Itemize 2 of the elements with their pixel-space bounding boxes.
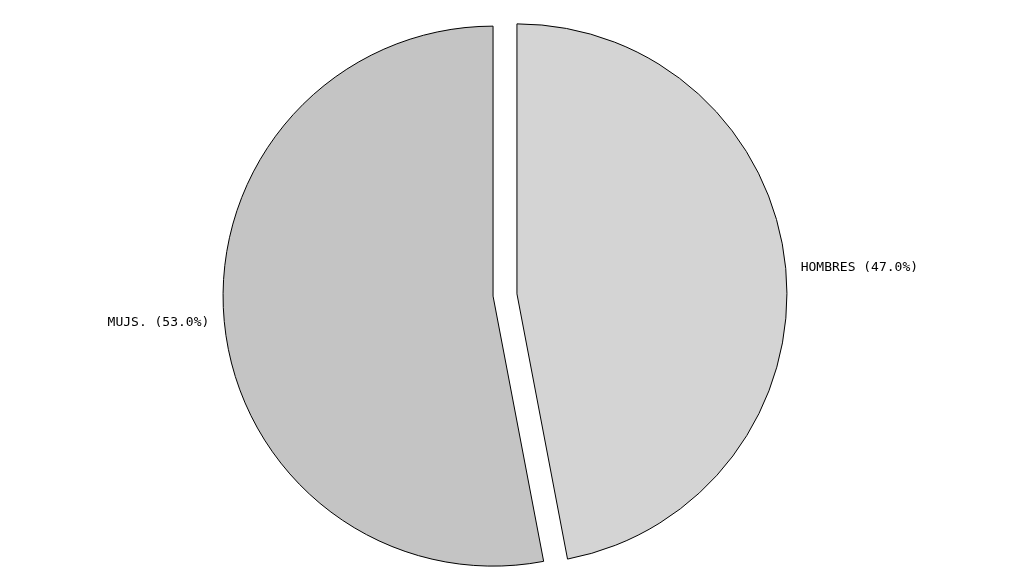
slice-label: MUJS. (53.0%): [107, 314, 210, 330]
slice-label: HOMBRES (47.0%): [800, 258, 919, 274]
